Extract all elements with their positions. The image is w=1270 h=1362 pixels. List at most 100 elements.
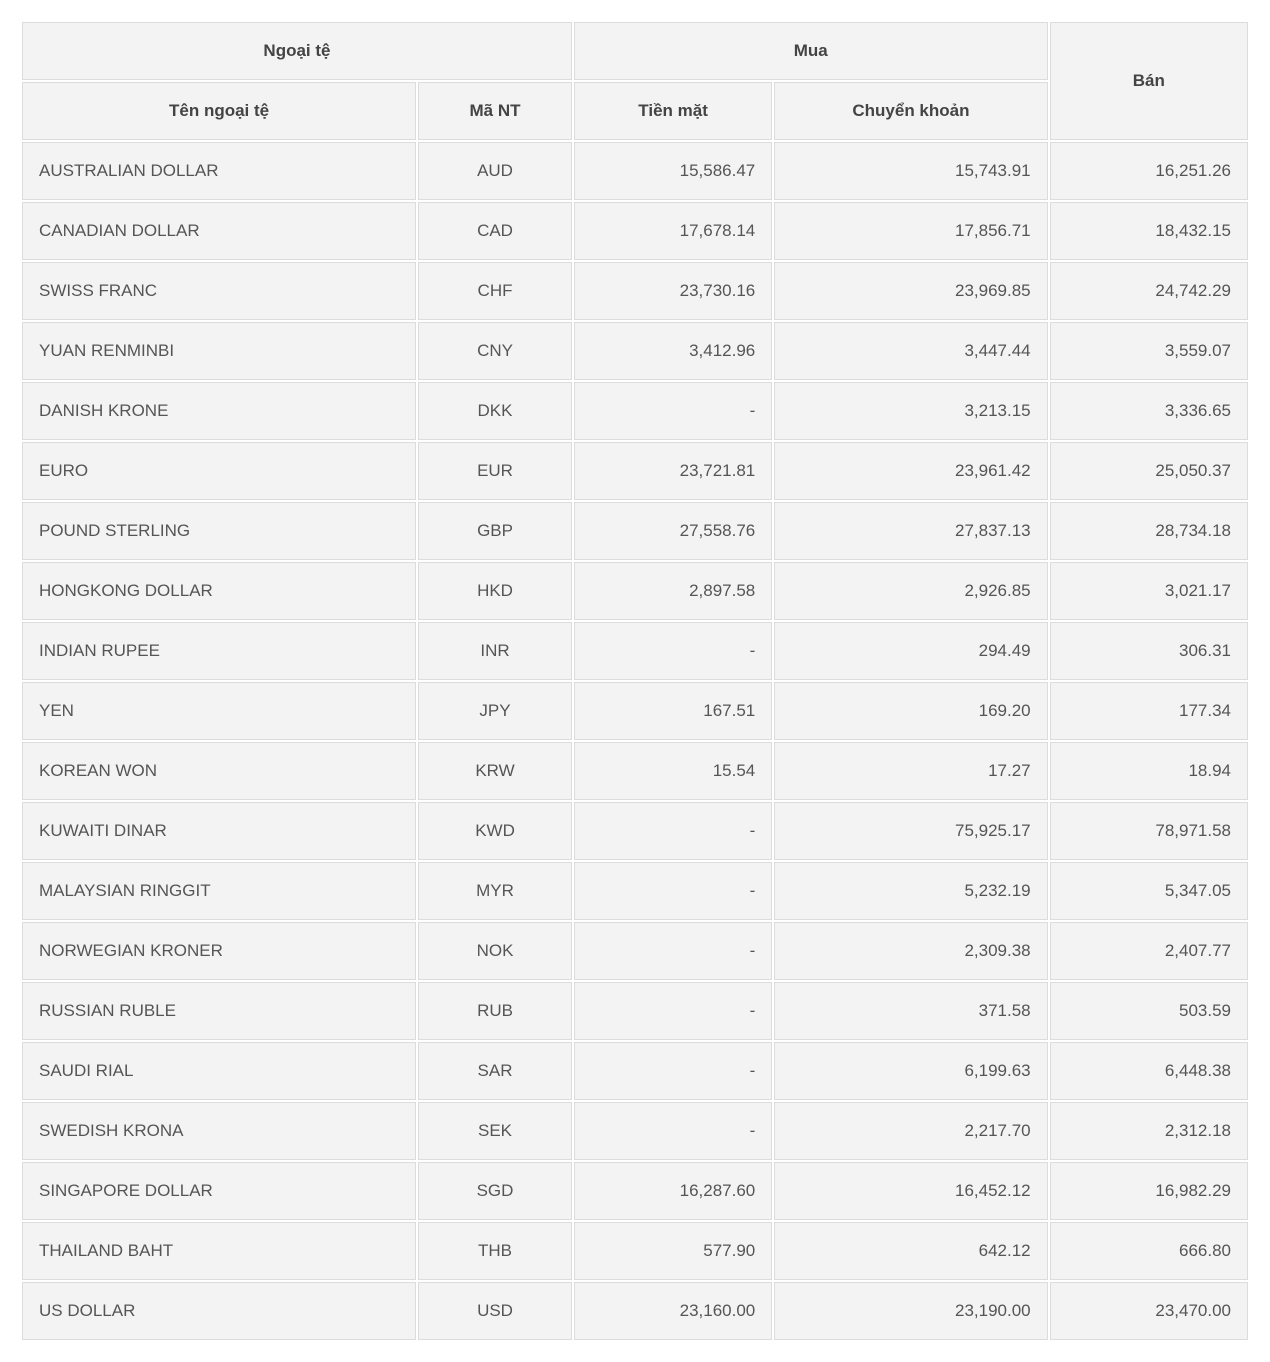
sell-rate: 3,336.65 [1050,382,1248,440]
sell-rate: 16,251.26 [1050,142,1248,200]
sell-rate: 16,982.29 [1050,1162,1248,1220]
header-cash: Tiền mặt [574,82,772,140]
buy-transfer: 6,199.63 [774,1042,1047,1100]
currency-name: DANISH KRONE [22,382,416,440]
currency-name: INDIAN RUPEE [22,622,416,680]
sell-rate: 306.31 [1050,622,1248,680]
sell-rate: 666.80 [1050,1222,1248,1280]
currency-code: MYR [418,862,572,920]
currency-code: DKK [418,382,572,440]
currency-code: USD [418,1282,572,1340]
table-row: SAUDI RIALSAR-6,199.636,448.38 [22,1042,1248,1100]
buy-cash: 577.90 [574,1222,772,1280]
table-row: POUND STERLINGGBP27,558.7627,837.1328,73… [22,502,1248,560]
currency-code: CAD [418,202,572,260]
currency-code: THB [418,1222,572,1280]
buy-transfer: 17.27 [774,742,1047,800]
table-row: HONGKONG DOLLARHKD2,897.582,926.853,021.… [22,562,1248,620]
header-group-currency: Ngoại tệ [22,22,572,80]
currency-name: SAUDI RIAL [22,1042,416,1100]
buy-transfer: 15,743.91 [774,142,1047,200]
buy-cash: 167.51 [574,682,772,740]
currency-code: CHF [418,262,572,320]
header-name: Tên ngoại tệ [22,82,416,140]
currency-name: THAILAND BAHT [22,1222,416,1280]
sell-rate: 25,050.37 [1050,442,1248,500]
currency-code: KRW [418,742,572,800]
sell-rate: 503.59 [1050,982,1248,1040]
buy-transfer: 2,926.85 [774,562,1047,620]
table-row: SWEDISH KRONASEK-2,217.702,312.18 [22,1102,1248,1160]
buy-transfer: 23,969.85 [774,262,1047,320]
currency-code: JPY [418,682,572,740]
buy-cash: - [574,1102,772,1160]
currency-name: YEN [22,682,416,740]
sell-rate: 3,021.17 [1050,562,1248,620]
table-row: THAILAND BAHTTHB577.90642.12666.80 [22,1222,1248,1280]
currency-code: SEK [418,1102,572,1160]
table-row: MALAYSIAN RINGGITMYR-5,232.195,347.05 [22,862,1248,920]
buy-cash: 15,586.47 [574,142,772,200]
buy-cash: 15.54 [574,742,772,800]
table-row: NORWEGIAN KRONERNOK-2,309.382,407.77 [22,922,1248,980]
buy-transfer: 642.12 [774,1222,1047,1280]
sell-rate: 6,448.38 [1050,1042,1248,1100]
sell-rate: 18,432.15 [1050,202,1248,260]
buy-cash: 23,721.81 [574,442,772,500]
currency-code: RUB [418,982,572,1040]
currency-code: CNY [418,322,572,380]
header-transfer: Chuyển khoản [774,82,1047,140]
currency-code: SAR [418,1042,572,1100]
buy-transfer: 3,213.15 [774,382,1047,440]
table-row: CANADIAN DOLLARCAD17,678.1417,856.7118,4… [22,202,1248,260]
buy-cash: 23,160.00 [574,1282,772,1340]
currency-code: INR [418,622,572,680]
currency-name: SINGAPORE DOLLAR [22,1162,416,1220]
buy-cash: - [574,382,772,440]
buy-cash: - [574,922,772,980]
currency-name: SWEDISH KRONA [22,1102,416,1160]
currency-code: HKD [418,562,572,620]
exchange-rate-table: Ngoại tệ Mua Bán Tên ngoại tệ Mã NT Tiền… [20,20,1250,1342]
table-row: KOREAN WONKRW15.5417.2718.94 [22,742,1248,800]
buy-cash: - [574,1042,772,1100]
buy-cash: 23,730.16 [574,262,772,320]
buy-transfer: 23,190.00 [774,1282,1047,1340]
buy-cash: - [574,862,772,920]
buy-transfer: 27,837.13 [774,502,1047,560]
buy-cash: 2,897.58 [574,562,772,620]
buy-cash: 17,678.14 [574,202,772,260]
currency-code: NOK [418,922,572,980]
currency-name: KOREAN WON [22,742,416,800]
table-row: SWISS FRANCCHF23,730.1623,969.8524,742.2… [22,262,1248,320]
sell-rate: 2,312.18 [1050,1102,1248,1160]
table-row: EUROEUR23,721.8123,961.4225,050.37 [22,442,1248,500]
sell-rate: 78,971.58 [1050,802,1248,860]
table-row: AUSTRALIAN DOLLARAUD15,586.4715,743.9116… [22,142,1248,200]
currency-name: KUWAITI DINAR [22,802,416,860]
currency-name: POUND STERLING [22,502,416,560]
buy-cash: 27,558.76 [574,502,772,560]
buy-cash: 16,287.60 [574,1162,772,1220]
buy-transfer: 2,309.38 [774,922,1047,980]
sell-rate: 5,347.05 [1050,862,1248,920]
currency-code: GBP [418,502,572,560]
table-row: KUWAITI DINARKWD-75,925.1778,971.58 [22,802,1248,860]
currency-name: US DOLLAR [22,1282,416,1340]
buy-cash: 3,412.96 [574,322,772,380]
currency-code: EUR [418,442,572,500]
currency-code: KWD [418,802,572,860]
currency-name: NORWEGIAN KRONER [22,922,416,980]
sell-rate: 28,734.18 [1050,502,1248,560]
buy-cash: - [574,622,772,680]
currency-name: RUSSIAN RUBLE [22,982,416,1040]
sell-rate: 2,407.77 [1050,922,1248,980]
buy-transfer: 3,447.44 [774,322,1047,380]
table-row: SINGAPORE DOLLARSGD16,287.6016,452.1216,… [22,1162,1248,1220]
currency-name: HONGKONG DOLLAR [22,562,416,620]
table-row: US DOLLARUSD23,160.0023,190.0023,470.00 [22,1282,1248,1340]
table-row: RUSSIAN RUBLERUB-371.58503.59 [22,982,1248,1040]
sell-rate: 23,470.00 [1050,1282,1248,1340]
buy-transfer: 371.58 [774,982,1047,1040]
currency-name: AUSTRALIAN DOLLAR [22,142,416,200]
